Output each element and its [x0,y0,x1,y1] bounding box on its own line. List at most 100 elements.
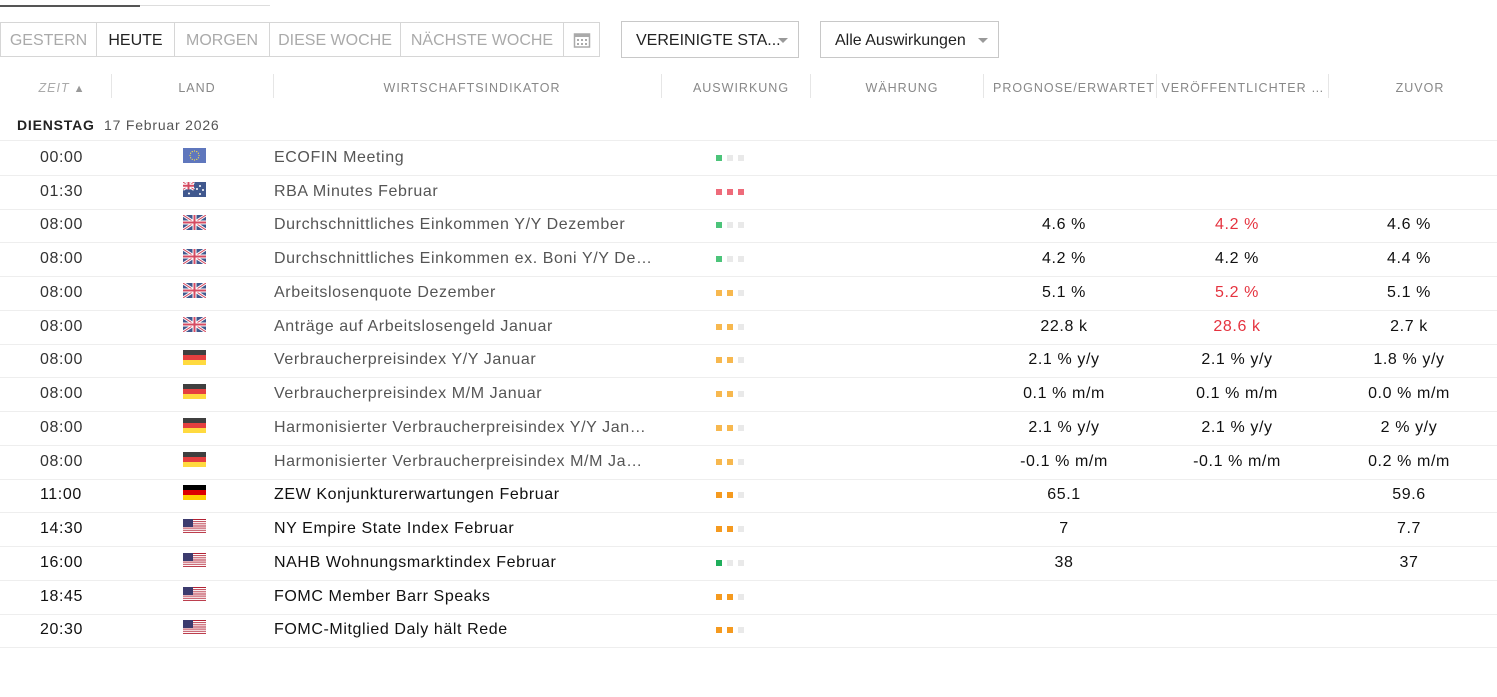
flag-part [183,600,206,602]
day-tab[interactable]: MORGEN [175,22,270,57]
event-previous: 4.4 % [1387,250,1431,268]
flag-part [197,157,199,159]
event-time: 18:45 [40,587,84,605]
country-flag [183,350,206,366]
impact-dot-filled [716,526,722,533]
impact-indicator [716,593,744,600]
impact-dot-empty [738,391,744,398]
day-tab[interactable]: DIESE WOCHE [270,22,401,57]
flag-part [197,152,199,154]
impact-dot-filled [716,154,722,161]
event-time: 08:00 [40,452,84,470]
impact-dot-filled [727,424,733,431]
column-header: VERÖFFENTLICHTER … [1161,81,1325,95]
country-flag [183,519,206,535]
country-flag [183,586,206,602]
impact-dot-empty [727,559,733,566]
event-forecast: 5.1 % [1042,283,1086,301]
flag-part [191,150,193,153]
flag-part [183,553,206,556]
day-tab[interactable]: HEUTE [97,22,175,57]
header-separator [661,74,662,98]
flag-part [183,628,206,631]
event-forecast: 2.1 % y/y [1028,351,1100,369]
flag-part [196,150,198,153]
impact-dot-filled [716,593,722,600]
event-name: Anträge auf Arbeitslosengeld Januar [274,317,553,335]
impact-indicator [716,323,744,330]
flag-part [183,588,206,590]
flag-part [191,158,193,160]
flag-part [183,555,206,557]
impact-dot-empty [738,627,744,634]
flag-part [183,519,206,521]
impact-indicator [716,492,744,499]
flag-part [196,187,198,190]
impact-dot-filled [738,188,744,195]
day-tab[interactable]: NÄCHSTE WOCHE [401,22,564,57]
row-divider [0,140,1497,141]
event-actual: 28.6 k [1213,317,1261,335]
flag-part [183,560,206,562]
calendar-button[interactable] [564,22,600,57]
flag-part [202,188,204,191]
event-time: 08:00 [40,351,84,369]
event-time: 11:00 [40,486,82,504]
event-previous: 5.1 % [1387,283,1431,301]
event-name: Verbraucherpreisindex Y/Y Januar [274,351,537,369]
caret [778,38,788,43]
impact-dot-filled [727,357,733,364]
event-forecast: 22.8 k [1040,317,1088,335]
flag-part [183,594,206,596]
flag-part [183,620,206,622]
impact-dot-filled [716,492,722,499]
impact-dot-empty [738,289,744,296]
row-divider [0,309,1497,311]
flag-part [183,556,206,558]
country-flag [183,215,206,231]
flag-part [189,154,191,156]
impact-dot-empty [738,424,744,431]
impact-dot-empty [738,458,744,465]
column-header: LAND [178,81,216,95]
event-previous: 2 % y/y [1380,418,1438,436]
flag-part [183,623,206,625]
row-divider [0,174,1497,176]
row-divider [0,444,1497,446]
impact-indicator [716,424,744,431]
calendar-icon [573,33,590,48]
impact-dot-empty [738,559,744,566]
country-flag [183,249,206,265]
flag-part [183,622,206,624]
day-tab[interactable]: GESTERN [0,22,97,57]
event-previous: 2.7 k [1390,317,1428,335]
country-select[interactable]: VEREINIGTE STA... [621,21,799,58]
country-flag [183,485,206,501]
flag-part [183,384,206,390]
flag-part [199,192,201,195]
flag-part [183,316,206,332]
impact-indicator [716,526,744,533]
event-time: 08:00 [40,216,84,234]
row-divider [0,242,1497,244]
flag-part [183,590,206,592]
impact-dot-filled [716,256,722,263]
impact-select[interactable]: Alle Auswirkungen [820,21,999,58]
impact-select-label: Alle Auswirkungen [835,32,966,49]
flag-part [183,589,206,591]
country-flag [183,451,206,467]
event-row [0,614,1497,648]
flag-part [183,519,193,528]
flag-part [183,627,206,629]
flag-part [183,524,206,526]
flag-part [183,558,206,560]
flag-part [183,624,206,626]
header-separator [111,74,112,98]
event-time: 08:00 [40,317,84,335]
event-actual: 4.2 % [1215,250,1259,268]
impact-dot-empty [738,593,744,600]
flag-part [183,417,206,423]
flag-part [183,552,206,554]
event-time: 08:00 [40,418,84,436]
flag-part [183,461,206,467]
